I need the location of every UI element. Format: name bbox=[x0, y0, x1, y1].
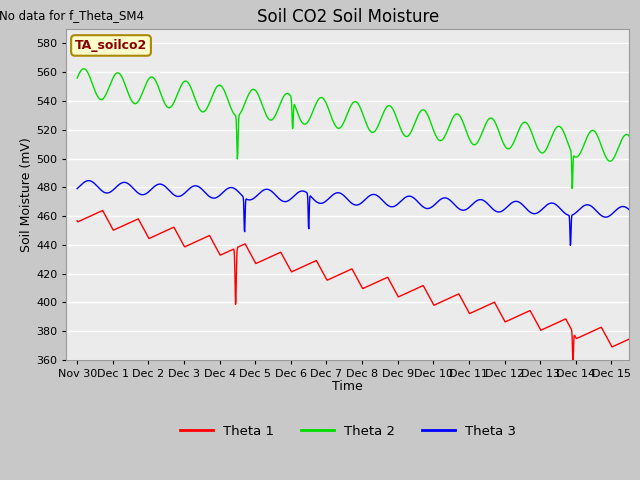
Y-axis label: Soil Moisture (mV): Soil Moisture (mV) bbox=[20, 137, 33, 252]
Text: No data for f_Theta_SM4: No data for f_Theta_SM4 bbox=[0, 9, 144, 22]
X-axis label: Time: Time bbox=[333, 380, 364, 393]
Text: TA_soilco2: TA_soilco2 bbox=[75, 39, 147, 52]
Title: Soil CO2 Soil Moisture: Soil CO2 Soil Moisture bbox=[257, 8, 439, 26]
Legend: Theta 1, Theta 2, Theta 3: Theta 1, Theta 2, Theta 3 bbox=[174, 419, 522, 443]
